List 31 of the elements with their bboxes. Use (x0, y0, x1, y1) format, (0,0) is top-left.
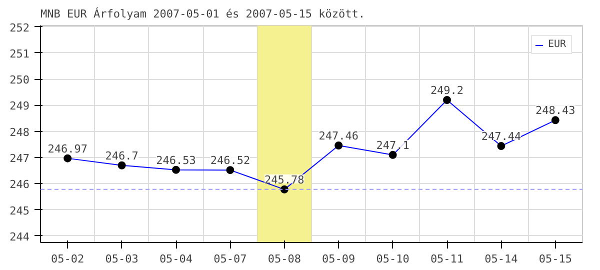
x-tick-label: 05-04 (159, 252, 193, 266)
x-tick-label: 05-11 (430, 252, 464, 266)
data-label: 246.53 (156, 154, 196, 167)
y-tick-label: 251 (10, 47, 30, 60)
chart-title: MNB EUR Árfolyam 2007-05-01 és 2007-05-15 között. (40, 6, 366, 20)
x-tick-label: 05-03 (105, 252, 138, 266)
legend-label: EUR (548, 39, 568, 50)
y-tick-label: 252 (10, 21, 30, 34)
y-tick-label: 246 (10, 178, 30, 192)
y-tick-label: 250 (10, 74, 30, 87)
x-tick-label: 05-14 (484, 252, 518, 266)
x-tick-label: 05-07 (214, 252, 247, 266)
y-tick-label: 248 (10, 126, 30, 139)
x-tick-label: 05-02 (51, 252, 84, 266)
x-tick-label: 05-08 (268, 252, 301, 266)
y-tick-label: 249 (10, 100, 30, 113)
y-tick-label: 247 (10, 152, 30, 166)
data-label: 249.2 (430, 84, 464, 98)
x-tick-label: 05-09 (322, 252, 356, 266)
y-tick-label: 244 (10, 230, 30, 244)
data-label: 248.43 (536, 104, 576, 118)
x-tick-label: 05-15 (538, 252, 572, 266)
data-label: 247.1 (376, 138, 410, 152)
y-tick-label: 245 (10, 204, 30, 218)
data-label: 247.46 (318, 130, 358, 143)
data-label: 245.78 (264, 173, 304, 186)
data-label: 247.44 (481, 130, 522, 144)
data-label: 246.97 (48, 142, 88, 156)
data-label: 246.7 (105, 149, 138, 162)
data-label: 246.52 (210, 154, 250, 168)
x-tick-label: 05-10 (376, 252, 410, 266)
